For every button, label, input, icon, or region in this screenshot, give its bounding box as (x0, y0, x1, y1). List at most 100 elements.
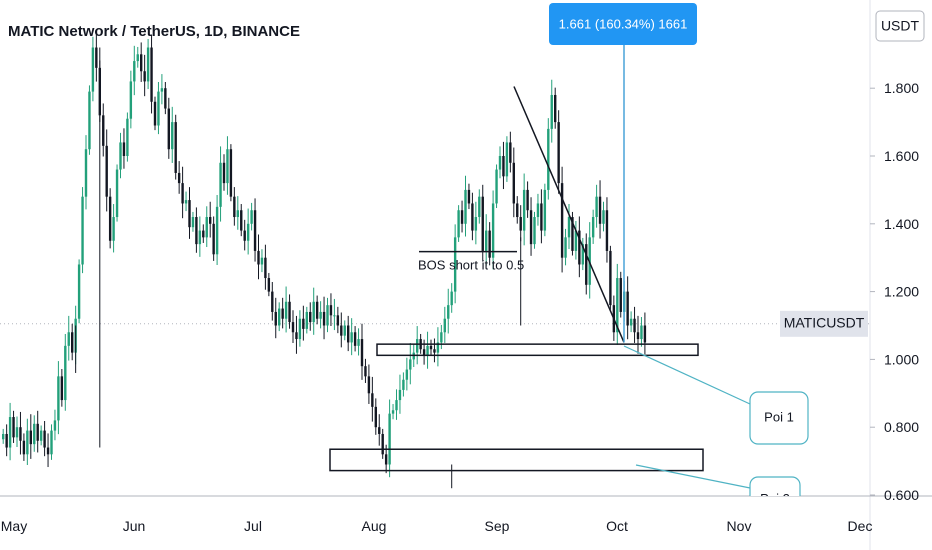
candle-body (391, 410, 395, 414)
poi-2-zone[interactable] (329, 448, 704, 472)
candle-body (91, 47, 95, 92)
candle-body (402, 379, 405, 390)
candle-body (136, 54, 139, 62)
candle-body (629, 318, 633, 326)
candle-body (395, 400, 398, 411)
candle-body (102, 115, 105, 146)
candle-body (271, 291, 274, 312)
candle-body (112, 217, 115, 241)
candle-body (533, 217, 536, 245)
candle-body (360, 339, 364, 367)
candle-body (595, 196, 598, 218)
candle-body (215, 206, 219, 255)
candle-body (53, 420, 57, 431)
candle-body (315, 301, 319, 319)
candle-body (357, 339, 360, 346)
candle-body (374, 406, 377, 428)
candle-body (171, 122, 174, 150)
candle-body (457, 210, 460, 238)
bos-label: BOS short it to 0.5 (418, 258, 524, 273)
candle-body (471, 203, 474, 231)
poi-1-zone[interactable] (376, 343, 699, 357)
candle-body (443, 318, 446, 333)
candle-body (250, 210, 253, 224)
candle-body (219, 162, 222, 207)
time-tick-label: May (1, 518, 27, 534)
time-axis[interactable]: May Jun Jul Aug Sep Oct Nov Dec (1, 518, 873, 534)
candle-body (246, 223, 250, 241)
time-tick-label: Jun (123, 518, 146, 534)
candle-body (243, 230, 246, 241)
candle-body (329, 305, 333, 316)
candles-layer (2, 32, 647, 489)
poi-2-callout[interactable] (749, 476, 801, 521)
candle-body (267, 278, 271, 292)
candle-body (260, 257, 264, 265)
candle-body (547, 128, 550, 190)
candle-body (626, 291, 629, 326)
candle-body (353, 332, 357, 346)
candle-body (460, 210, 464, 224)
price-axis[interactable]: 0.600 0.800 1.000 1.200 1.400 1.600 1.800 (870, 80, 919, 503)
candle-body (333, 315, 336, 317)
candle-body (122, 142, 126, 156)
currency-button[interactable] (875, 10, 925, 42)
candle-body (46, 447, 50, 455)
candle-body (64, 345, 67, 401)
candle-body (474, 217, 478, 231)
candle-body (202, 230, 205, 238)
candle-body (336, 315, 340, 326)
candle-body (8, 417, 12, 448)
candle-body (564, 237, 567, 258)
candle-body (157, 91, 160, 126)
candle-body (540, 203, 543, 231)
descending-trendline[interactable] (513, 86, 625, 343)
candle-body (557, 122, 560, 184)
candle-body (364, 366, 367, 377)
candle-body (450, 291, 453, 306)
candle-body (12, 417, 15, 438)
price-tick-label: 1.600 (884, 148, 919, 164)
poi-1-callout[interactable] (749, 391, 809, 445)
candle-body (278, 308, 281, 326)
candle-body (5, 433, 8, 448)
candle-body (616, 278, 619, 333)
candle-body (581, 244, 584, 265)
candle-body (264, 257, 267, 279)
candle-body (409, 359, 412, 370)
candle-body (108, 196, 112, 241)
candle-body (305, 311, 308, 329)
candle-body (488, 230, 491, 258)
candle-body (43, 430, 46, 448)
symbol-price-tag (780, 310, 868, 337)
candle-body (140, 54, 143, 72)
candle-body (343, 325, 346, 336)
candle-body (174, 122, 177, 173)
candle-body (319, 311, 322, 319)
candle-body (322, 311, 326, 326)
candle-body (274, 311, 277, 326)
candle-body (512, 162, 515, 204)
candle-body (2, 433, 5, 440)
candle-body (191, 217, 195, 228)
symbol-price-tag-label: MATICUSDT (784, 315, 865, 331)
candle-body (29, 430, 32, 445)
candle-body (15, 427, 19, 438)
candle-body (640, 325, 643, 340)
candle-body (529, 210, 533, 245)
candle-body (440, 332, 443, 343)
candle-body (281, 308, 284, 319)
candle-body (495, 169, 498, 204)
price-tick-label: 0.800 (884, 419, 919, 435)
measure-callout[interactable] (549, 3, 697, 45)
candle-body (378, 427, 381, 434)
time-tick-label: Jul (244, 518, 262, 534)
candle-body (633, 318, 636, 333)
candle-body (405, 369, 409, 380)
candle-body (253, 210, 257, 251)
candle-body (350, 332, 353, 343)
candle-body (464, 189, 467, 224)
candle-body (516, 203, 519, 218)
